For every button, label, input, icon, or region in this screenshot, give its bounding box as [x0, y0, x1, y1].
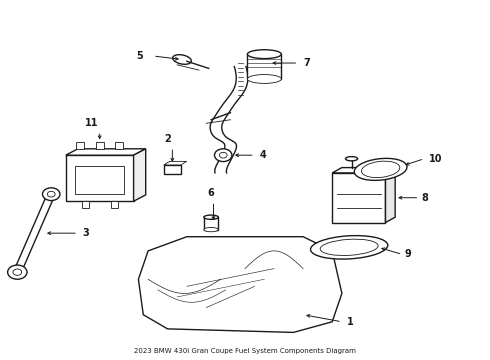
- Ellipse shape: [311, 235, 388, 259]
- Ellipse shape: [354, 158, 407, 180]
- Text: 5: 5: [137, 51, 143, 61]
- Ellipse shape: [247, 75, 281, 84]
- Bar: [82, 201, 89, 208]
- Circle shape: [13, 269, 22, 275]
- Polygon shape: [332, 168, 395, 173]
- Text: 11: 11: [85, 118, 98, 127]
- Circle shape: [8, 265, 27, 279]
- Polygon shape: [386, 168, 395, 222]
- Circle shape: [220, 152, 227, 158]
- Bar: [164, 165, 181, 174]
- Ellipse shape: [204, 215, 219, 219]
- Text: 10: 10: [429, 154, 442, 164]
- Text: 7: 7: [303, 58, 310, 68]
- Polygon shape: [134, 149, 146, 201]
- Circle shape: [48, 192, 55, 197]
- Text: 1: 1: [347, 317, 353, 327]
- Bar: [204, 217, 219, 230]
- Text: 6: 6: [208, 188, 215, 198]
- Ellipse shape: [362, 161, 400, 177]
- Bar: [247, 54, 281, 79]
- Ellipse shape: [247, 50, 281, 59]
- Text: 9: 9: [405, 249, 412, 260]
- Text: 4: 4: [260, 150, 266, 160]
- Ellipse shape: [204, 228, 219, 232]
- Bar: [75, 166, 124, 194]
- Bar: [96, 143, 103, 149]
- Ellipse shape: [172, 55, 192, 64]
- Bar: [332, 173, 386, 222]
- Polygon shape: [66, 149, 146, 155]
- Bar: [111, 201, 118, 208]
- Text: 2023 BMW 430i Gran Coupe Fuel System Components Diagram: 2023 BMW 430i Gran Coupe Fuel System Com…: [134, 348, 356, 354]
- Circle shape: [43, 188, 60, 201]
- Text: 8: 8: [422, 193, 429, 203]
- Ellipse shape: [345, 157, 358, 161]
- Bar: [66, 155, 134, 201]
- Text: 3: 3: [83, 228, 90, 238]
- Polygon shape: [164, 161, 187, 165]
- Ellipse shape: [320, 239, 378, 256]
- Bar: [115, 143, 123, 149]
- Bar: [76, 143, 84, 149]
- Text: 2: 2: [164, 134, 171, 144]
- Polygon shape: [138, 237, 342, 332]
- Circle shape: [215, 149, 232, 162]
